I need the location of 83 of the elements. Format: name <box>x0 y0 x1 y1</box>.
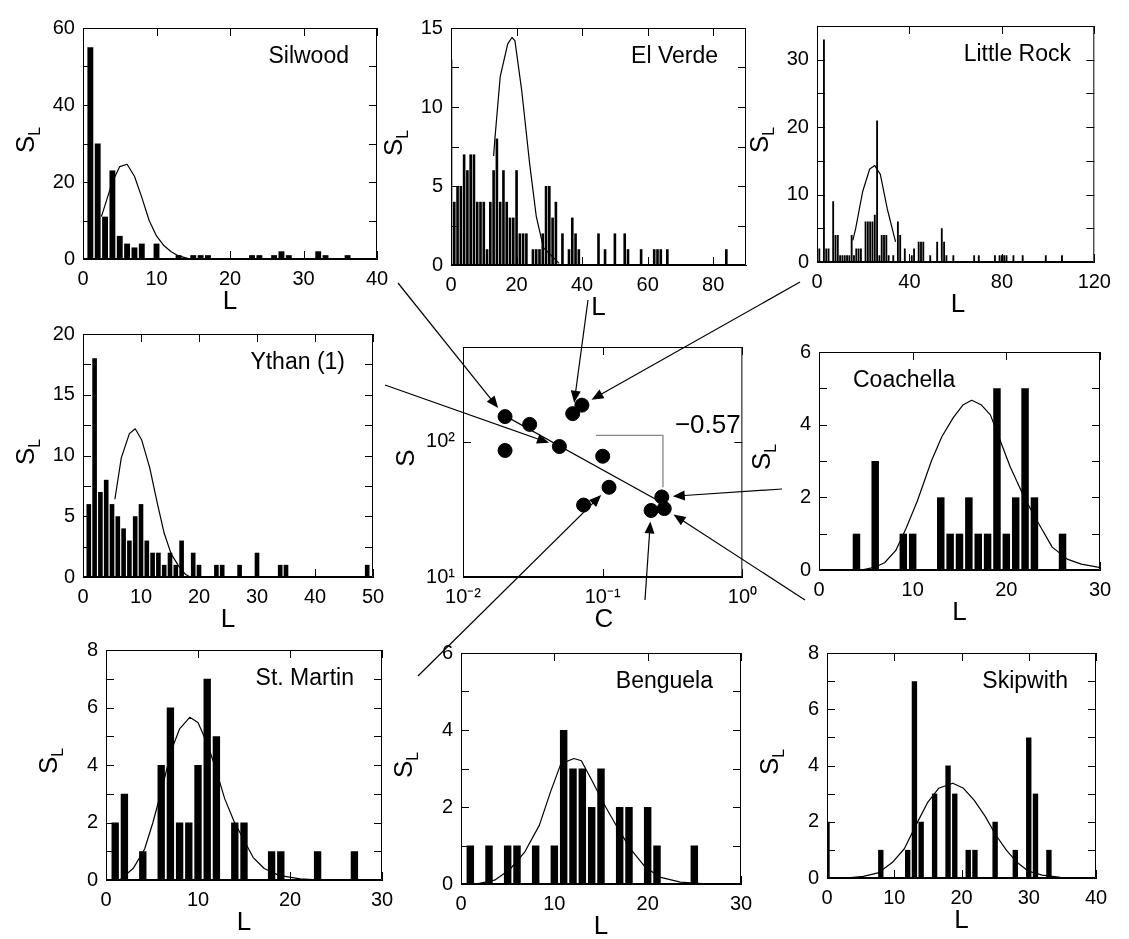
y-tick-label: 6 <box>799 339 811 362</box>
x-tick-label: 20 <box>187 584 211 607</box>
x-tick-label: 80 <box>702 272 725 295</box>
y-tick-label: 10¹ <box>426 564 456 587</box>
x-tick-label: 40 <box>570 272 594 295</box>
text: El Verde <box>631 42 718 68</box>
x-tick-label: 30 <box>292 266 315 289</box>
text: Silwood <box>268 42 349 68</box>
text: Ythan (1) <box>250 348 345 374</box>
x-tick-label: 20 <box>505 272 528 295</box>
x-tick-label: 10 <box>129 584 153 607</box>
x-axis-title: L <box>950 288 966 318</box>
x-axis-title: L <box>220 603 236 633</box>
x-tick-label: 10 <box>186 887 210 910</box>
y-tick-label: 10² <box>426 429 456 452</box>
text: Coachella <box>853 366 956 392</box>
y-tick-label: 10 <box>786 182 809 205</box>
y-axis-title: S <box>390 449 420 467</box>
y-tick-label: 40 <box>52 92 75 115</box>
x-tick-label: 20 <box>278 887 302 910</box>
x-tick-label: 30 <box>1017 885 1040 908</box>
y-tick-label: 4 <box>807 753 819 776</box>
x-tick-label: 10 <box>901 577 924 600</box>
y-tick-label: 20 <box>52 169 75 192</box>
y-tick-label: 15 <box>420 15 443 38</box>
text: Benguela <box>615 667 713 693</box>
x-tick-label: 0 <box>100 887 112 910</box>
y-tick-label: 10 <box>52 443 75 466</box>
y-tick-label: 6 <box>807 696 819 719</box>
y-tick-label: 2 <box>807 809 819 832</box>
y-tick-label: 4 <box>86 752 98 775</box>
y-tick-label: 5 <box>63 503 75 526</box>
y-tick-label: 8 <box>86 637 98 660</box>
y-tick-label: 0 <box>431 252 443 275</box>
y-tick-label: 4 <box>799 412 811 435</box>
y-tick-label: 0 <box>807 865 819 888</box>
y-tick-label: 6 <box>86 695 98 718</box>
x-tick-label: 30 <box>1088 577 1112 600</box>
y-tick-label: 0 <box>86 867 98 890</box>
x-axis-title: L <box>952 596 967 626</box>
y-tick-label: 0 <box>797 249 809 272</box>
y-tick-label: 8 <box>807 640 819 663</box>
x-tick-label: 10 <box>883 885 906 908</box>
annotation: −0.57 <box>674 409 741 440</box>
y-tick-label: 2 <box>86 810 98 833</box>
y-tick-label: 20 <box>786 114 809 137</box>
x-tick-label: 80 <box>990 269 1013 292</box>
y-tick-label: 10 <box>420 94 443 117</box>
x-tick-label: 0 <box>821 885 833 908</box>
y-tick-label: 30 <box>786 47 809 70</box>
x-tick-label: 20 <box>995 577 1018 600</box>
x-tick-label: 30 <box>370 887 394 910</box>
x-axis-title: L <box>593 910 609 939</box>
y-tick-label: 5 <box>431 173 443 196</box>
y-tick-label: 6 <box>441 640 453 663</box>
y-tick-label: 2 <box>799 484 811 507</box>
x-tick-label: 10⁰ <box>727 584 757 607</box>
x-tick-label: 30 <box>245 584 269 607</box>
x-tick-label: 40 <box>365 266 389 289</box>
x-tick-label: 20 <box>636 891 659 914</box>
x-tick-label: 30 <box>729 891 753 914</box>
x-tick-label: 10⁻² <box>445 584 482 607</box>
x-tick-label: 60 <box>636 272 659 295</box>
x-tick-label: 10 <box>145 266 168 289</box>
y-tick-label: 2 <box>441 794 453 817</box>
text: St. Martin <box>255 664 354 690</box>
y-tick-label: 0 <box>799 557 811 580</box>
y-tick-label: 0 <box>441 871 453 894</box>
x-axis-title: L <box>591 291 606 321</box>
x-tick-label: 50 <box>361 584 385 607</box>
text: Little Rock <box>963 40 1071 66</box>
y-tick-label: 20 <box>52 321 75 344</box>
y-tick-label: 60 <box>52 15 75 38</box>
x-tick-label: 120 <box>1077 269 1111 292</box>
y-tick-label: 4 <box>441 717 453 740</box>
y-tick-label: 15 <box>52 382 75 405</box>
x-tick-label: 40 <box>303 584 327 607</box>
y-tick-label: 0 <box>63 246 75 269</box>
text: Skipwith <box>982 667 1068 693</box>
x-tick-label: 40 <box>1084 885 1108 908</box>
x-tick-label: 40 <box>898 269 921 292</box>
x-axis-title: L <box>236 906 252 936</box>
x-tick-label: 10 <box>543 891 566 914</box>
